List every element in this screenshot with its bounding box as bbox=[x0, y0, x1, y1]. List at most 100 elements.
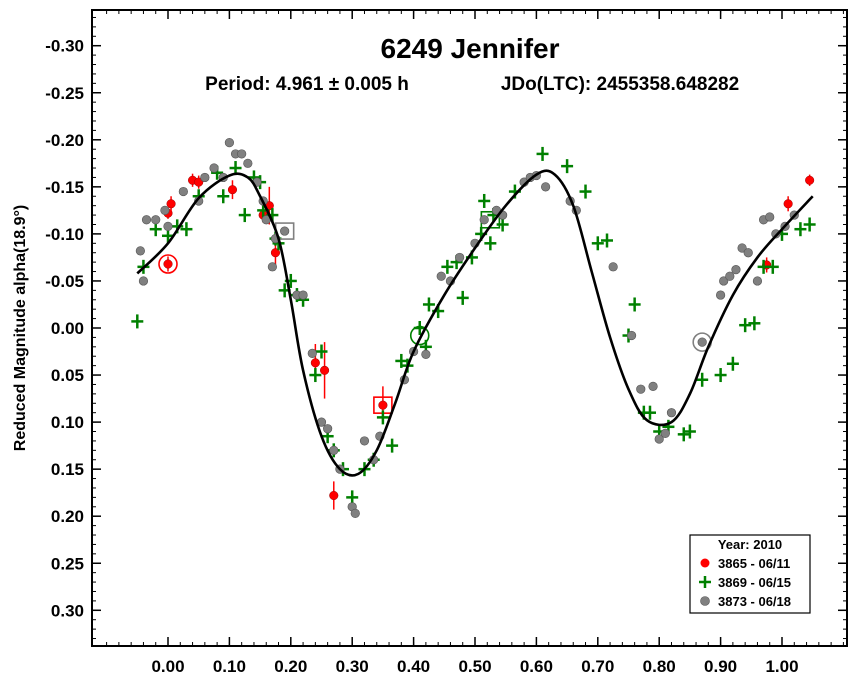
data-point bbox=[422, 297, 435, 312]
data-point bbox=[237, 149, 247, 159]
legend-entry-3865: 3865 - 06/11 bbox=[718, 556, 790, 571]
data-point bbox=[309, 368, 322, 383]
y-tick-label: -0.10 bbox=[45, 225, 84, 244]
data-point bbox=[307, 348, 317, 359]
data-point bbox=[752, 276, 763, 286]
data-point bbox=[395, 353, 408, 368]
y-tick-label: 0.05 bbox=[51, 366, 84, 385]
data-point bbox=[541, 182, 551, 192]
data-point bbox=[238, 208, 251, 223]
data-point bbox=[350, 508, 360, 518]
data-point bbox=[608, 262, 618, 272]
dot bbox=[329, 490, 339, 501]
y-tick-label: 0.15 bbox=[51, 460, 84, 479]
data-point bbox=[660, 428, 670, 438]
x-tick-label: 0.20 bbox=[274, 657, 307, 676]
y-tick-label: 0.00 bbox=[51, 319, 84, 338]
x-tick-label: 0.10 bbox=[213, 657, 246, 676]
data-point bbox=[677, 427, 690, 442]
data-point bbox=[166, 196, 176, 212]
legend: Year: 2010 3865 - 06/11 3869 - 06/15 387… bbox=[689, 534, 811, 614]
data-point bbox=[726, 356, 739, 371]
data-point bbox=[160, 205, 170, 215]
data-point bbox=[200, 172, 210, 183]
data-point bbox=[329, 445, 339, 455]
data-point bbox=[766, 259, 779, 274]
epoch-text: JDo(LTC): 2455358.648282 bbox=[501, 74, 739, 95]
x-tick-label: 1.00 bbox=[765, 657, 798, 676]
data-point bbox=[626, 330, 637, 341]
dot bbox=[320, 365, 330, 375]
data-point bbox=[456, 290, 469, 305]
data-point bbox=[697, 337, 707, 347]
data-point bbox=[209, 163, 219, 173]
legend-marker-green bbox=[699, 576, 711, 588]
y-axis-label: Reduced Magnitude alpha(18.9°) bbox=[12, 205, 29, 451]
data-point bbox=[478, 193, 491, 208]
data-point bbox=[267, 262, 277, 272]
data-point bbox=[243, 158, 253, 168]
data-point bbox=[151, 215, 161, 225]
data-point bbox=[455, 252, 465, 263]
x-tick-label: 0.60 bbox=[520, 657, 553, 676]
data-point bbox=[217, 189, 230, 204]
data-point bbox=[386, 438, 399, 453]
data-point bbox=[739, 318, 752, 333]
data-point bbox=[436, 271, 446, 281]
dot bbox=[163, 259, 173, 269]
dot bbox=[378, 400, 388, 410]
data-point bbox=[591, 236, 604, 251]
data-point bbox=[441, 259, 454, 274]
data-point bbox=[135, 246, 145, 256]
x-tick-label: 0.80 bbox=[643, 657, 676, 676]
y-tick-label: -0.05 bbox=[45, 272, 84, 291]
y-tick-label: 0.20 bbox=[51, 507, 84, 526]
data-point bbox=[421, 349, 431, 359]
chart-title: 6249 Jennifer bbox=[381, 33, 560, 64]
dot bbox=[194, 177, 204, 187]
x-tick-label: 0.40 bbox=[397, 657, 430, 676]
data-point bbox=[765, 212, 775, 222]
y-tick-label: 0.25 bbox=[51, 554, 84, 573]
data-point bbox=[794, 222, 807, 237]
data-point bbox=[479, 215, 489, 225]
data-point bbox=[737, 243, 747, 253]
y-tick-label: -0.15 bbox=[45, 178, 84, 197]
x-tick-label: 0.50 bbox=[458, 657, 491, 676]
dot bbox=[783, 199, 793, 209]
data-point bbox=[536, 146, 549, 161]
data-point bbox=[743, 248, 753, 258]
data-point bbox=[484, 236, 497, 251]
y-tick-label: 0.30 bbox=[51, 601, 84, 620]
data-point bbox=[748, 316, 761, 331]
dot bbox=[270, 248, 281, 258]
y-tick-label: 0.10 bbox=[51, 413, 84, 432]
y-tick-label: -0.25 bbox=[45, 84, 84, 103]
x-tick-label: 0.00 bbox=[151, 657, 184, 676]
data-point bbox=[666, 408, 677, 418]
data-point bbox=[654, 434, 664, 444]
x-tick-label: 0.70 bbox=[581, 657, 614, 676]
dot bbox=[310, 358, 320, 368]
highlight-circle bbox=[409, 325, 430, 346]
legend-entry-3873: 3873 - 06/18 bbox=[718, 594, 791, 609]
data-point bbox=[131, 314, 144, 329]
data-point bbox=[323, 424, 333, 434]
data-point bbox=[601, 233, 614, 248]
data-point bbox=[719, 276, 729, 286]
data-point bbox=[180, 222, 193, 237]
data-point bbox=[636, 384, 646, 394]
legend-entry-3869: 3869 - 06/15 bbox=[718, 575, 791, 590]
data-point bbox=[178, 186, 188, 197]
data-point bbox=[714, 368, 727, 383]
data-point bbox=[194, 175, 204, 189]
data-point bbox=[163, 256, 173, 272]
y-tick-label: -0.20 bbox=[45, 131, 84, 150]
dot bbox=[805, 175, 815, 185]
data-point bbox=[643, 405, 656, 420]
data-point bbox=[805, 174, 815, 186]
x-tick-labels: 0.00 0.10 0.20 0.30 0.40 0.50 0.60 0.70 0.80 0.90… bbox=[151, 657, 798, 676]
data-point bbox=[224, 138, 234, 148]
data-point bbox=[731, 265, 741, 275]
